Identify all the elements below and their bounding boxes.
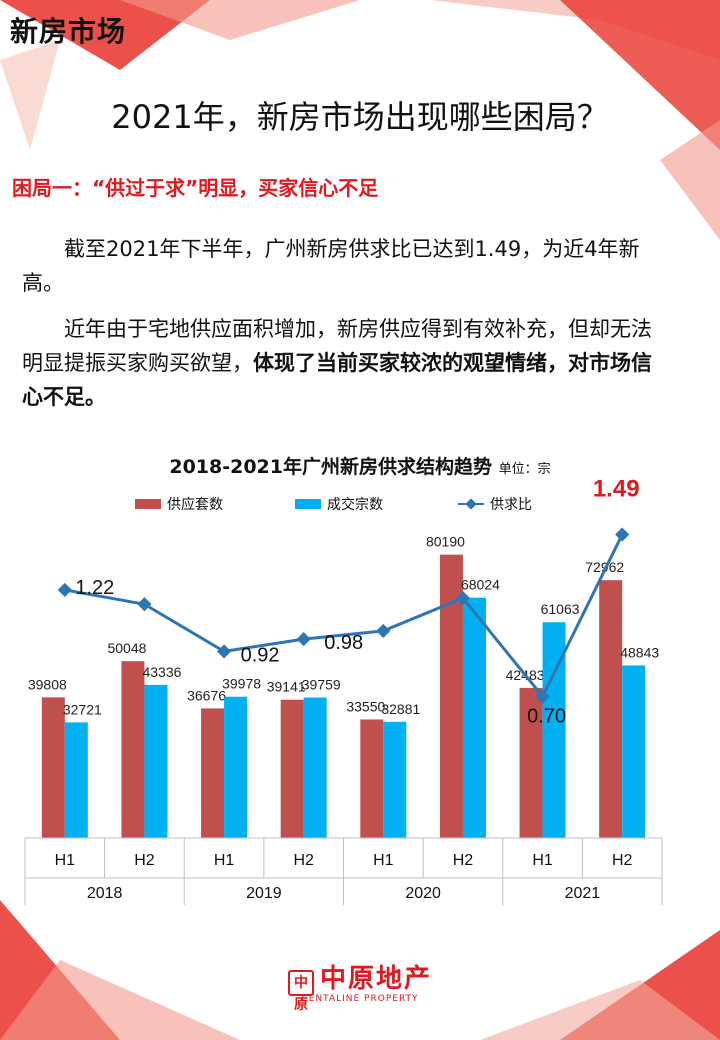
label-supply-5: 80190 xyxy=(426,534,465,550)
ratio-point-5 xyxy=(455,591,471,606)
bar-deal-0 xyxy=(64,722,88,838)
legend-ratio: 供求比 xyxy=(458,494,532,514)
category-label-4: H1 xyxy=(373,852,394,869)
chart-unit: 单位：宗 xyxy=(498,462,551,477)
category-label-3: H2 xyxy=(293,852,314,869)
ratio-point-6 xyxy=(535,689,550,704)
label-deal-2: 39978 xyxy=(222,676,261,692)
category-label-6: H1 xyxy=(532,852,553,869)
category-label-2: H1 xyxy=(214,852,235,869)
logo-en: CENTALINE PROPERTY xyxy=(301,993,419,1004)
label-deal-0: 32721 xyxy=(63,701,102,717)
year-label-2: 2020 xyxy=(405,885,441,902)
legend-ratio-swatch xyxy=(458,498,484,510)
label-deal-4: 32881 xyxy=(381,701,420,717)
label-supply-0: 39808 xyxy=(28,676,67,692)
label-supply-2: 36676 xyxy=(187,687,226,703)
year-label-1: 2019 xyxy=(246,885,282,902)
year-label-0: 2018 xyxy=(87,885,123,902)
ratio-point-3 xyxy=(296,632,311,647)
legend-supply: 供应套数 xyxy=(135,494,223,514)
ratio-label-6: 0.70 xyxy=(527,706,566,728)
bar-supply-2 xyxy=(201,708,225,838)
section-subtitle: 困局一：“供过于求”明显，买家信心不足 xyxy=(12,176,379,200)
paragraph-2-text: 近年由于宅地供应面积增加，新房供应得到有效补充，但却无法明显提振买家购买欲望， xyxy=(22,317,652,375)
bar-deal-1 xyxy=(144,684,168,838)
ratio-label-3: 0.98 xyxy=(324,632,363,654)
bar-supply-4 xyxy=(360,719,384,838)
label-deal-5: 68024 xyxy=(461,577,500,593)
label-supply-4: 33550 xyxy=(346,698,385,714)
label-deal-3: 39759 xyxy=(302,677,341,693)
label-deal-6: 61063 xyxy=(541,601,580,617)
ratio-line xyxy=(64,533,624,700)
paragraph-1-text: 截至2021年下半年，广州新房供求比已达到1.49，为近4年新高。 xyxy=(22,237,640,295)
chart-title: 2018-2021年广州新房供求结构趋势 单位：宗 xyxy=(0,452,720,479)
ratio-point-4 xyxy=(376,623,391,638)
bar-deal-2 xyxy=(224,696,248,838)
ratio-point-0 xyxy=(57,582,72,597)
logo-name: 中原地产 xyxy=(319,964,432,994)
header-title: 新房市场 xyxy=(10,15,127,48)
legend-deal-label: 成交宗数 xyxy=(327,497,383,513)
bar-supply-1 xyxy=(121,661,145,838)
ratio-point-2 xyxy=(216,644,232,659)
legend-deal-swatch xyxy=(295,499,321,509)
bar-supply-3 xyxy=(280,699,304,838)
label-supply-3: 39141 xyxy=(267,679,306,695)
category-label-1: H2 xyxy=(134,852,155,869)
paragraph-2-emphasis: 体现了当前买家较浓的观望情绪，对市场信心不足。 xyxy=(22,351,652,409)
ratio-point-1 xyxy=(137,597,152,612)
paragraph-1: 截至2021年下半年，广州新房供求比已达到1.49，为近4年新高。 xyxy=(22,232,662,300)
ratio-label-0: 1.22 xyxy=(75,577,114,599)
bar-supply-0 xyxy=(41,697,65,838)
legend-supply-label: 供应套数 xyxy=(167,497,223,513)
bar-deal-7 xyxy=(622,665,646,838)
bar-supply-6 xyxy=(519,687,543,838)
bar-deal-4 xyxy=(383,721,407,838)
bar-deal-3 xyxy=(303,697,327,838)
chart-title-text: 2018-2021年广州新房供求结构趋势 xyxy=(169,456,492,478)
legend-deal: 成交宗数 xyxy=(295,494,383,514)
category-label-5: H2 xyxy=(453,852,474,869)
category-label-0: H1 xyxy=(55,852,76,869)
year-label-3: 2021 xyxy=(565,885,601,902)
bar-supply-7 xyxy=(599,580,623,838)
paragraph-2: 近年由于宅地供应面积增加，新房供应得到有效补充，但却无法明显提振买家购买欲望，体… xyxy=(22,312,662,414)
company-logo: 中原中原地产 CENTALINE PROPERTY xyxy=(0,958,720,1013)
ratio-label-2: 0.92 xyxy=(241,644,280,666)
legend-ratio-label: 供求比 xyxy=(490,497,532,513)
page-title: 2021年，新房市场出现哪些困局？ xyxy=(111,98,609,136)
ratio-label-7: 1.49 xyxy=(593,476,640,503)
bar-supply-5 xyxy=(439,554,463,838)
label-deal-1: 43336 xyxy=(142,664,181,680)
legend-supply-swatch xyxy=(135,499,161,509)
category-label-7: H2 xyxy=(612,852,633,869)
logo-mark-icon: 中原 xyxy=(287,969,314,1013)
ratio-point-7 xyxy=(615,527,630,542)
bar-deal-5 xyxy=(462,597,486,838)
label-deal-7: 48843 xyxy=(620,644,659,660)
label-supply-1: 50048 xyxy=(107,640,146,656)
bar-deal-6 xyxy=(542,622,566,838)
